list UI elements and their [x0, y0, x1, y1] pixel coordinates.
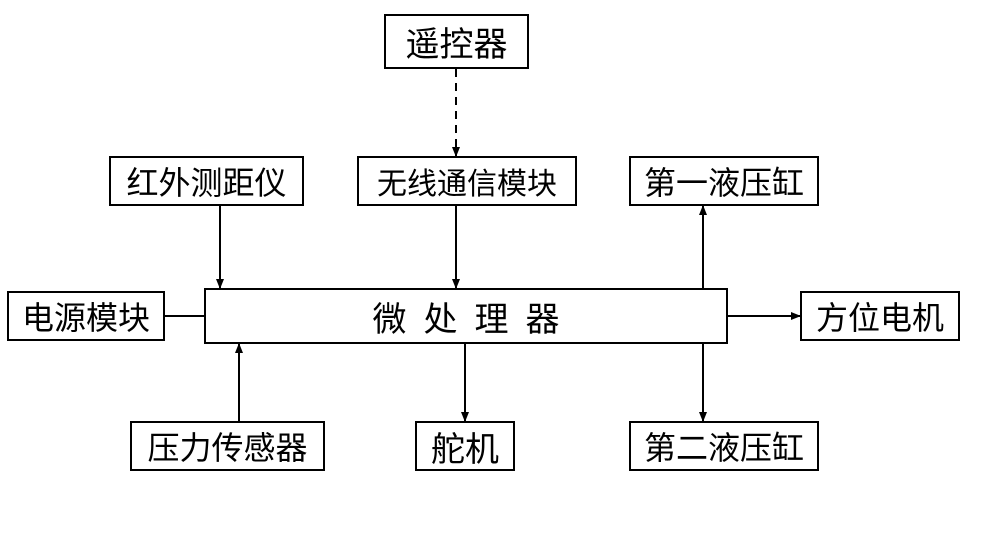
label: 无线通信模块 [377, 159, 557, 203]
label: 第二液压缸 [644, 423, 804, 469]
node-remote-controller: 遥控器 [384, 14, 529, 69]
label: 电源模块 [22, 293, 150, 339]
label: 红外测距仪 [126, 158, 286, 204]
node-hydraulic-2: 第二液压缸 [629, 421, 819, 471]
label: 方位电机 [816, 293, 944, 339]
node-azimuth-motor: 方位电机 [800, 291, 960, 341]
block-diagram: 遥控器 红外测距仪 无线通信模块 第一液压缸 电源模块 微处理器 方位电机 压力… [0, 0, 1000, 543]
label: 遥控器 [406, 17, 508, 66]
label: 压力传感器 [147, 423, 307, 469]
label: 微处理器 [356, 292, 577, 341]
node-infrared-ranger: 红外测距仪 [109, 156, 304, 206]
label: 舵机 [431, 422, 499, 471]
node-servo: 舵机 [415, 421, 515, 471]
node-pressure-sensor: 压力传感器 [130, 421, 325, 471]
label: 第一液压缸 [644, 158, 804, 204]
node-power-module: 电源模块 [7, 291, 165, 341]
node-microprocessor: 微处理器 [204, 288, 728, 344]
node-hydraulic-1: 第一液压缸 [629, 156, 819, 206]
node-wireless-module: 无线通信模块 [357, 156, 577, 206]
